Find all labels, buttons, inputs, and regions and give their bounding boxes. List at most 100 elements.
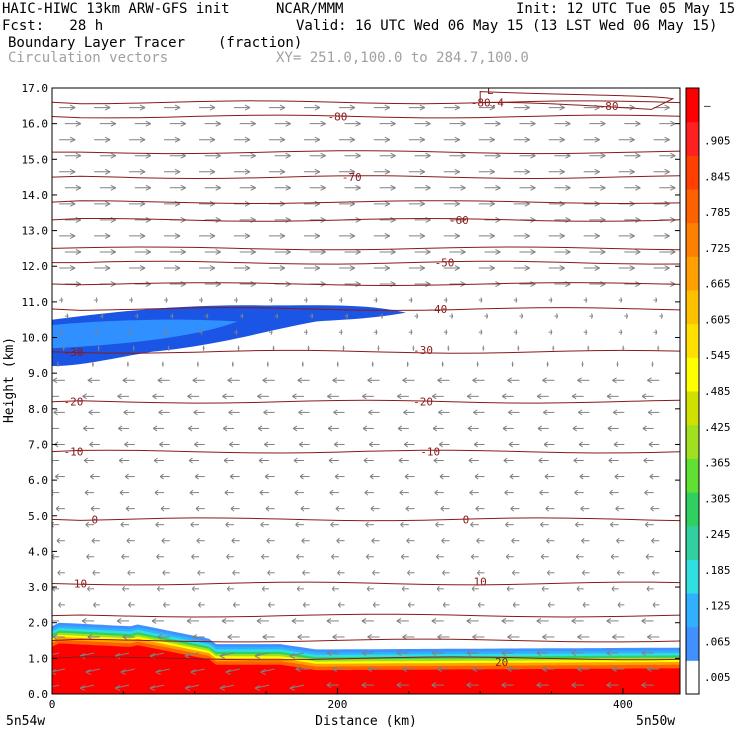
vector-head [79, 653, 86, 657]
vector-head [552, 345, 554, 349]
vector-head [75, 155, 82, 159]
y-tick-label: 7.0 [28, 438, 48, 451]
wind-vector [612, 634, 625, 640]
vector-head [266, 540, 270, 544]
vector-head [235, 297, 238, 301]
vector-head [620, 297, 623, 301]
vector-head [368, 409, 373, 413]
vector-head [227, 636, 233, 640]
wind-vector [438, 409, 450, 416]
vector-head [60, 331, 63, 335]
isotherm-label: -30 [413, 344, 433, 357]
vector-head [501, 620, 507, 624]
vector-head [577, 379, 582, 384]
wind-vector [468, 457, 479, 464]
vector-head [434, 489, 439, 493]
wind-vector [223, 457, 234, 464]
wind-vector [228, 409, 240, 416]
vector-head [361, 684, 367, 689]
wind-vector [83, 425, 95, 432]
wind-vector [642, 425, 654, 432]
vector-head [635, 120, 641, 125]
wind-vector [134, 184, 152, 191]
vector-head [664, 104, 670, 109]
vector-head [289, 687, 296, 692]
vector-head [294, 489, 299, 493]
wind-vector [169, 184, 186, 191]
wind-vector [511, 361, 514, 367]
vector-head [530, 155, 536, 159]
vector-head [92, 572, 96, 576]
vector-head [524, 139, 530, 143]
vector-head [655, 299, 658, 303]
vector-head [93, 602, 97, 606]
vector-head [75, 281, 82, 285]
vector-head [244, 267, 251, 271]
wind-vector [88, 409, 100, 416]
isotherm-line [52, 260, 680, 265]
vector-head [174, 232, 181, 237]
vector-head [447, 348, 450, 351]
vector-head [229, 473, 234, 477]
wind-vector [571, 393, 584, 400]
vector-head [223, 460, 228, 464]
vector-head [256, 617, 262, 622]
vector-head [260, 671, 266, 675]
wind-vector [258, 457, 269, 464]
vector-head [171, 313, 174, 317]
wind-vector [478, 136, 495, 143]
vector-head [206, 313, 209, 317]
isotherm-label: -20 [63, 396, 83, 409]
colorbar-label: .725 [704, 242, 731, 255]
vector-head [227, 377, 233, 381]
vector-head [416, 313, 419, 317]
vector-head [157, 377, 163, 381]
wind-vector [648, 441, 660, 448]
vector-head [295, 666, 301, 670]
vector-head [581, 540, 585, 544]
vector-head [237, 345, 240, 349]
wind-vector [231, 537, 240, 544]
isotherm-line [52, 517, 680, 522]
vector-head [515, 331, 518, 335]
wind-vector [296, 553, 304, 560]
y-tick-label: 2.0 [28, 617, 48, 630]
vector-head [410, 297, 413, 301]
vector-head [512, 602, 516, 606]
wind-vector [649, 473, 660, 480]
vector-head [390, 249, 396, 253]
colorbar-label: .365 [704, 457, 731, 470]
vector-head [298, 409, 303, 413]
vector-head [572, 425, 577, 429]
vector-head [515, 299, 518, 303]
vector-head [419, 136, 426, 141]
vector-head [550, 331, 553, 335]
contour-extra-label: L [487, 84, 494, 97]
wind-vector [571, 682, 584, 689]
wind-vector [474, 473, 485, 480]
wind-vector [59, 136, 76, 143]
vector-head [460, 187, 466, 191]
wind-vector [379, 120, 396, 127]
vector-head [82, 393, 87, 397]
vector-head [600, 249, 606, 253]
wind-vector [379, 249, 396, 255]
vector-head [607, 425, 612, 429]
vector-head [552, 348, 554, 351]
wind-vector [119, 489, 130, 496]
vector-head [412, 345, 415, 349]
wind-vector [266, 361, 269, 367]
wind-vector [239, 313, 244, 319]
vector-head [69, 267, 76, 271]
vector-head [293, 460, 298, 464]
vector-head [190, 521, 194, 526]
wind-vector [83, 457, 95, 464]
wind-vector [513, 265, 530, 271]
vector-head [257, 428, 263, 432]
wind-vector [406, 537, 415, 544]
vector-head [644, 524, 649, 528]
vector-head [266, 361, 269, 365]
vector-head [219, 653, 226, 657]
vector-head [635, 187, 641, 191]
vector-head [75, 249, 82, 253]
